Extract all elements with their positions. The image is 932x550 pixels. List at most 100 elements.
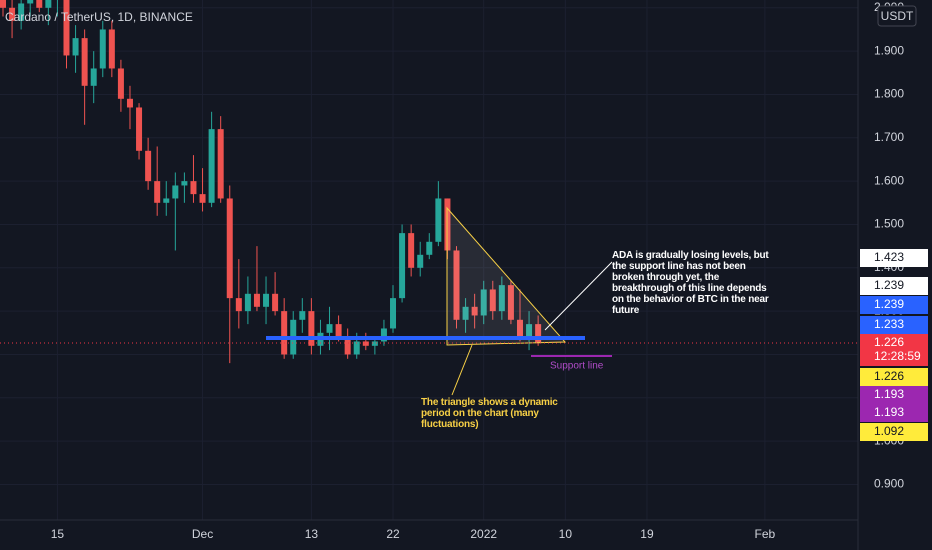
candle-body — [18, 3, 25, 21]
candle-body — [108, 29, 115, 69]
candle-body — [371, 341, 378, 346]
candle-body — [498, 285, 505, 312]
price-label: 1.193 — [874, 405, 904, 419]
candle-body — [471, 306, 478, 316]
candle-body — [99, 29, 106, 69]
price-label: 1.092 — [874, 424, 904, 438]
price-label: 1.226 — [874, 369, 904, 383]
candle-body — [27, 0, 34, 4]
candle-body — [63, 0, 70, 56]
price-label: 1.226 — [874, 335, 904, 349]
x-tick-label: 10 — [559, 527, 573, 541]
btc-note-box: ADA is gradually losing levels, but the … — [612, 250, 769, 316]
candle-body — [163, 198, 170, 203]
candle-body — [380, 328, 387, 342]
candle-body — [299, 311, 306, 320]
btc-note: ADA is gradually losing levels, but the … — [612, 250, 769, 316]
candle-body — [272, 293, 279, 312]
candle-body — [417, 254, 424, 268]
candle-body — [353, 341, 360, 355]
chart-title: Cardano / TetherUS, 1D, BINANCE — [5, 10, 193, 24]
triangle-note: The triangle shows a dynamic period on t… — [421, 397, 558, 430]
price-label-box — [860, 404, 928, 422]
candle-body — [535, 324, 542, 344]
x-tick-label: 22 — [386, 527, 400, 541]
y-tick-label: 1.700 — [874, 130, 904, 144]
price-label-box — [860, 316, 928, 334]
candle-body — [217, 129, 224, 199]
y-tick-label: 1.800 — [874, 87, 904, 101]
candle-body — [226, 198, 233, 299]
callout-line — [544, 261, 613, 331]
currency: USDT — [881, 9, 914, 23]
candle-body — [489, 289, 496, 312]
candle-body — [453, 250, 460, 320]
candle-body — [208, 129, 215, 203]
price-label: 1.239 — [874, 297, 904, 311]
candle-body — [480, 289, 487, 316]
price-label: 1.423 — [874, 250, 904, 264]
candles — [0, 0, 542, 364]
candle-body — [335, 324, 342, 338]
price-label-box — [860, 423, 928, 441]
candle-body — [526, 324, 533, 338]
candle-body — [199, 194, 206, 203]
x-tick-label: 19 — [640, 527, 654, 541]
price-label-box — [860, 368, 928, 386]
candle-body — [281, 311, 288, 355]
candle-body — [462, 306, 469, 320]
candle-body — [126, 98, 133, 108]
x-tick-label: Dec — [192, 527, 213, 541]
candle-body — [308, 311, 315, 346]
price-label-box — [860, 296, 928, 314]
candle-body — [244, 293, 251, 312]
candle-body — [362, 341, 369, 346]
countdown: 12:28:59 — [874, 349, 921, 363]
y-tick-label: 1.900 — [874, 43, 904, 57]
x-tick-label: 15 — [51, 527, 65, 541]
price-label: 1.233 — [874, 317, 904, 331]
candle-body — [408, 233, 415, 268]
candle-body — [435, 198, 442, 242]
x-tick-label: Feb — [755, 527, 776, 541]
candle-body — [507, 285, 514, 320]
triangle — [446, 206, 567, 346]
price-label-box — [860, 334, 928, 366]
callout-line — [451, 344, 473, 396]
y-tick-label: 1.600 — [874, 173, 904, 187]
candle-body — [117, 68, 124, 99]
candle-body — [399, 233, 406, 299]
y-tick-label: 1.500 — [874, 217, 904, 231]
candle-body — [45, 0, 52, 8]
candle-body — [154, 181, 161, 203]
x-tick-label: 13 — [305, 527, 319, 541]
candle-body — [0, 0, 6, 8]
y-tick-label: 0.900 — [874, 477, 904, 491]
candle-body — [72, 38, 79, 56]
candle-body — [136, 107, 143, 151]
candle-body — [516, 319, 523, 338]
candle-body — [235, 298, 242, 312]
grid — [0, 0, 858, 520]
candle-body — [390, 298, 397, 329]
candle-body — [81, 38, 88, 86]
price-labels: 1.4231.2391.2391.2331.22612:28:591.2261.… — [860, 249, 928, 441]
candle-body — [426, 241, 433, 255]
triangle-note-box: The triangle shows a dynamic period on t… — [421, 397, 558, 430]
price-label: 1.193 — [874, 387, 904, 401]
candle-body — [145, 150, 152, 182]
candle-body — [9, 7, 16, 21]
price-label-box — [860, 249, 928, 267]
candle-body — [36, 0, 43, 8]
candle-body — [90, 68, 97, 86]
price-label-box — [860, 386, 928, 404]
candle-body — [190, 181, 197, 195]
price-label-box — [860, 277, 928, 295]
candle-body — [181, 181, 188, 186]
support-label: Support line — [550, 361, 604, 372]
candle-body — [172, 185, 179, 199]
candle-body — [253, 293, 260, 307]
price-label: 1.239 — [874, 278, 904, 292]
